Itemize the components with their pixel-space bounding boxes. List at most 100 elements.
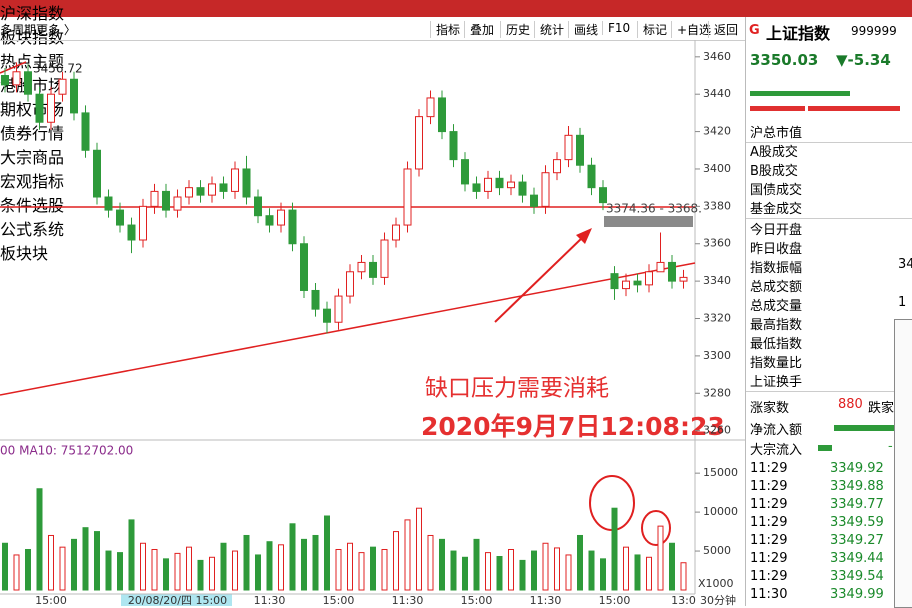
trade-price: 3349.77 [830,497,884,512]
toolbar-button[interactable]: 统计 [534,21,564,38]
y-tick-label: 15000 [703,466,738,479]
toolbar-button[interactable]: +自选 [671,21,711,38]
toolbar: 多周期 更多 〉 指标 叠加 历史 统计 画线 F10 标记 +自选 返回 [0,17,745,41]
volume-bar [278,544,284,591]
period-label: 30分钟 [700,593,736,606]
quote-name: 上证指数 [766,24,831,43]
candle-body [346,271,354,297]
candle-body [403,168,412,226]
volume-bar [588,550,595,591]
candle-body [415,116,423,170]
volume-bar [255,554,261,591]
menu-item[interactable]: 条件选股 [0,196,65,215]
trade-price: 3349.54 [830,569,884,584]
flow-value: - [888,419,893,434]
menu-item[interactable]: 债券行情 [0,124,65,143]
y-tick-label: 3460 [703,50,731,63]
trade-price: 3349.92 [830,461,884,476]
x-tick-label: 15:00 [461,594,493,606]
menu-item[interactable]: 公式系统 [0,220,65,239]
menu-item[interactable]: 板块指数 [0,28,65,47]
menu-item[interactable]: 大宗商品 [0,148,65,167]
volume-bar [105,550,112,591]
x-tick-label: 20/08/20/四 15:00 [128,594,227,606]
cursor-label-bg [121,594,232,606]
volume-bar [94,531,100,591]
toolbar-button[interactable]: 叠加 [464,21,494,38]
volume-bar [508,548,514,591]
volume-bar [577,534,583,591]
volume-bar [174,552,181,591]
volume-bar [197,559,204,591]
toolbar-left[interactable]: 多周期 [0,23,37,37]
y-tick-label: 3260 [703,424,731,437]
strength-bar [808,106,900,111]
candle-body [47,93,55,123]
volume-bar [542,542,549,591]
toolbar-left[interactable]: 更多 〉 [36,23,76,37]
flow-bar [818,445,832,451]
toolbar-button[interactable]: F10 [602,21,630,35]
y-tick-label: 3380 [703,199,731,212]
trade-time: 11:29 [750,515,788,530]
trade-price: 3349.99 [830,587,884,602]
volume-bar [13,554,20,591]
unit-label: X1000 [698,577,734,590]
volume-bar [36,488,43,591]
toolbar-button[interactable]: 画线 [568,21,598,38]
candle-body [461,159,469,185]
candle-body [70,78,78,114]
candle-body [127,224,136,241]
volume-bar [473,538,480,591]
candle-body [277,209,285,226]
gap-label: 3374.36 - 3368. [606,202,702,216]
trade-time: 11:29 [750,479,788,494]
strength-bar [750,106,805,111]
volume-bar [485,552,491,591]
volume-bar [611,507,618,591]
candle-body [380,239,389,278]
candle-body [576,134,584,166]
volume-bar [623,546,629,591]
peak-label: 3456.72 [33,62,83,76]
candle-body [564,134,573,161]
menu-item[interactable]: 宏观指标 [0,172,65,191]
volume-bar [59,546,66,591]
field-label: 沪总市值 [750,126,803,141]
volume-bar [600,558,606,591]
candle-body [231,168,239,192]
field-label: 总成交额 [750,280,803,295]
candle-body [93,149,101,198]
candle-body [300,243,308,291]
toolbar-button[interactable]: 返回 [708,21,738,38]
candle-body [173,196,182,211]
y-tick-label: 3300 [703,349,731,362]
toolbar-button[interactable]: 指标 [430,21,460,38]
divider [746,391,912,392]
icon: G [749,23,760,38]
volume-bar [496,556,503,591]
candle-body [357,261,366,273]
volume-bar [646,556,652,591]
volume-bar [669,542,675,591]
y-tick-label: 3340 [703,274,731,287]
y-tick-label: 3440 [703,87,731,100]
field-label: B股成交 [750,164,798,179]
volume-bar [462,556,468,591]
toolbar-button[interactable]: 标记 [637,21,667,38]
trade-price: 3349.27 [830,533,884,548]
field-label: 基金成交 [750,202,803,217]
candle-body [472,183,481,192]
volume-bar [209,556,215,591]
candle-body [587,164,596,189]
candle-body [24,71,32,95]
volume-bar [289,523,296,591]
toolbar-button[interactable]: 历史 [500,21,530,38]
menu-item[interactable]: 沪深指数 [0,4,65,23]
volume-bar [370,546,376,591]
menu-item[interactable]: 板块块 [0,244,49,263]
x-tick-label: 13:0 [671,594,696,606]
volume-bar [220,542,227,591]
trade-time: 11:29 [750,461,788,476]
